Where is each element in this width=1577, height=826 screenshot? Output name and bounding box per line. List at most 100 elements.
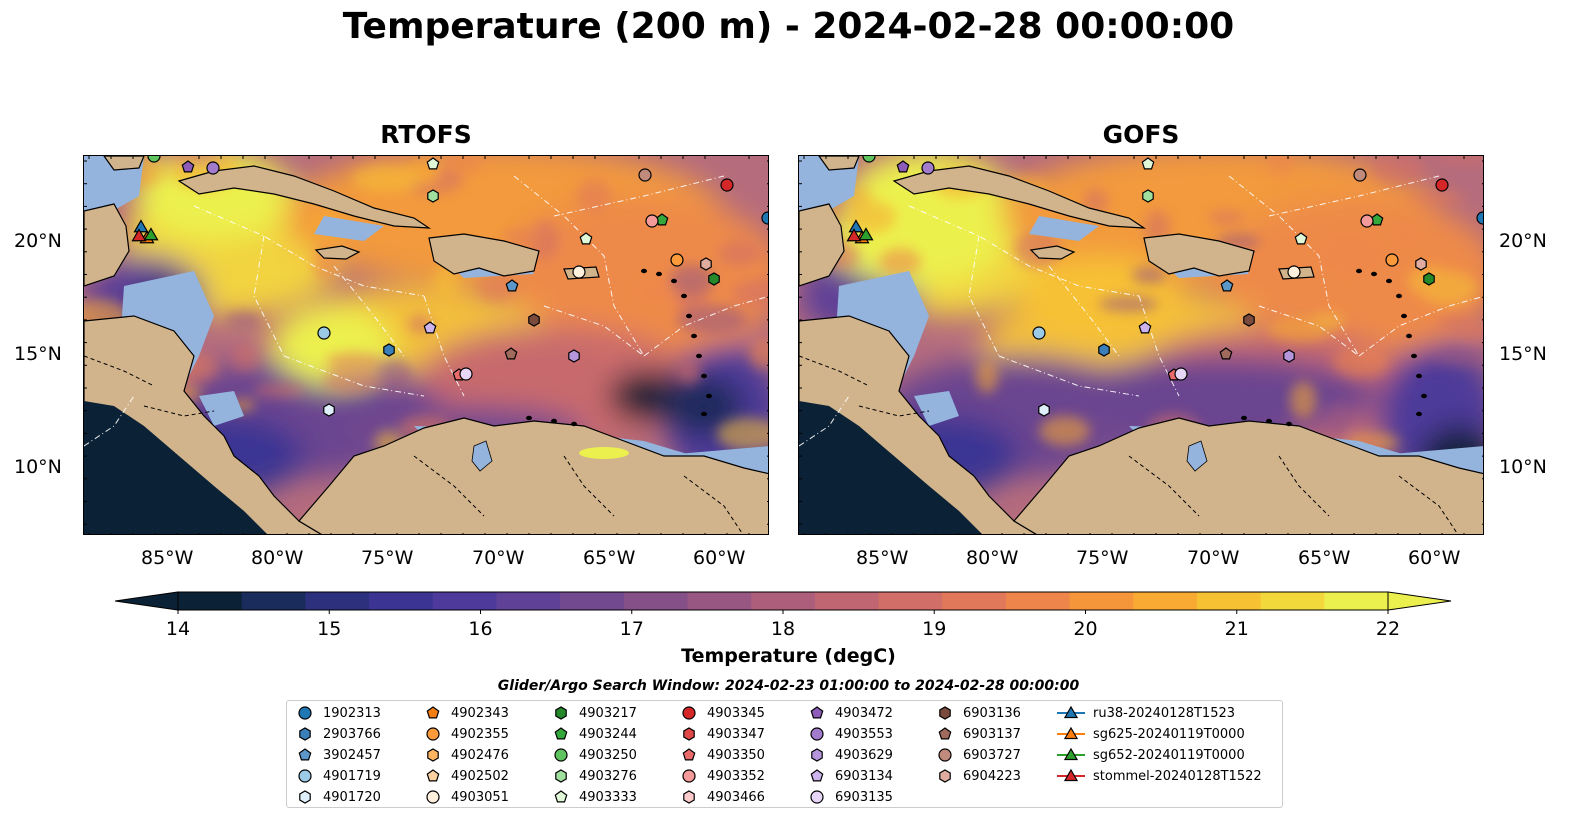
legend-item: 4903352	[679, 766, 765, 786]
island	[1286, 421, 1292, 427]
eddy	[1309, 312, 1346, 329]
border-line	[948, 455, 975, 477]
island	[681, 293, 687, 299]
colorbar-bin	[560, 592, 625, 610]
eez-line	[643, 296, 768, 357]
argo-float-marker	[504, 347, 518, 360]
colorbar-bin	[241, 592, 306, 610]
argo-float-marker	[423, 321, 437, 334]
shelf-region	[914, 391, 959, 426]
legend-item: 6903137	[935, 724, 1021, 744]
legend-item: 4901719	[295, 766, 381, 786]
legend-marker	[554, 727, 568, 740]
eddy	[1435, 156, 1483, 165]
eez-line	[1228, 175, 1360, 357]
colorbar	[115, 591, 1452, 614]
eddy	[576, 178, 611, 213]
border-line	[233, 455, 260, 477]
legend-item: 6903727	[935, 745, 1021, 765]
map-title-rtofs: RTOFS	[380, 120, 472, 149]
argo-float-marker	[579, 232, 593, 245]
legend-symbol	[811, 748, 823, 762]
legend-label: 6903727	[963, 747, 1021, 763]
glider-marker	[131, 228, 147, 242]
argo-float-marker	[638, 168, 652, 182]
argo-float-marker	[427, 189, 439, 203]
island	[1241, 415, 1247, 421]
lon-label-75w-right: 75°W	[1076, 547, 1129, 569]
argo-float-marker	[700, 257, 712, 271]
legend-item: 4903250	[551, 745, 637, 765]
legend-marker	[299, 790, 311, 804]
colorbar-bin	[878, 592, 943, 610]
colorbar-tick-18: 18	[770, 618, 796, 640]
legend-label: 4903472	[835, 705, 893, 721]
island	[641, 268, 647, 274]
argo-float-marker	[206, 161, 220, 175]
legend-marker	[682, 748, 696, 761]
eddy	[731, 278, 768, 308]
eddy	[446, 156, 483, 175]
legend-symbol	[426, 769, 440, 782]
border-line	[413, 455, 485, 517]
colorbar-bin	[1324, 592, 1389, 610]
eddy	[1438, 316, 1471, 330]
legend-item: 4903629	[807, 745, 893, 765]
legend-marker	[939, 706, 951, 720]
glider-marker	[858, 227, 874, 241]
argo-float-marker	[383, 343, 395, 357]
eddy	[1435, 349, 1483, 366]
legend-label: 3902457	[323, 747, 381, 763]
legend-label: 4903345	[707, 705, 765, 721]
legend-marker	[682, 769, 696, 783]
eez-line	[193, 205, 425, 297]
legend-item: ru38-20240128T1523	[1057, 703, 1235, 723]
legend-symbol	[555, 769, 567, 783]
eddy	[1325, 401, 1351, 435]
colorbar-bin	[432, 592, 498, 610]
cuba-land	[892, 165, 1147, 229]
legend-marker	[298, 748, 312, 761]
colorbar-bin	[687, 592, 752, 610]
legend-label: 4903466	[707, 789, 765, 805]
argo-float-marker	[862, 156, 876, 163]
border-line	[1128, 455, 1200, 517]
lat-label-20n-right: 20°N	[1499, 230, 1547, 252]
legend-marker	[426, 790, 440, 804]
eddy	[231, 343, 260, 372]
legend-symbol	[810, 790, 824, 804]
lat-label-10n-left: 10°N	[14, 456, 62, 478]
legend-item: 4903217	[551, 703, 637, 723]
float-markers	[862, 156, 1483, 417]
figure-title: Temperature (200 m) - 2024-02-28 00:00:0…	[342, 6, 1235, 47]
lon-label-60w-left: 60°W	[693, 547, 746, 569]
island	[551, 418, 557, 424]
cuba-land	[177, 165, 432, 229]
legend-label: 4903350	[707, 747, 765, 763]
eddy	[322, 368, 383, 395]
legend-symbol	[555, 706, 567, 720]
argo-float-marker	[1174, 367, 1188, 381]
country-borders	[84, 355, 744, 534]
pacific-ocean	[799, 401, 982, 534]
legend-symbol	[682, 748, 696, 761]
eddy	[252, 383, 306, 398]
lake-maracaibo	[471, 440, 493, 472]
island	[1411, 353, 1417, 359]
legend-symbol	[554, 790, 568, 803]
eez-line	[423, 295, 465, 397]
map-rtofs[interactable]	[83, 155, 769, 535]
legend-symbol	[683, 727, 695, 741]
legend-symbol	[939, 769, 951, 783]
eez-line	[283, 355, 425, 397]
eddy	[716, 417, 768, 451]
argo-float-marker	[528, 313, 540, 327]
legend-triangle	[1063, 768, 1079, 782]
legend-item: 6903135	[807, 787, 893, 807]
map-gofs[interactable]	[798, 155, 1484, 535]
eddy	[171, 156, 223, 164]
legend-symbol	[682, 706, 696, 720]
shelf-region	[314, 216, 384, 241]
island	[1406, 333, 1412, 339]
colorbar-bin	[1005, 592, 1071, 610]
